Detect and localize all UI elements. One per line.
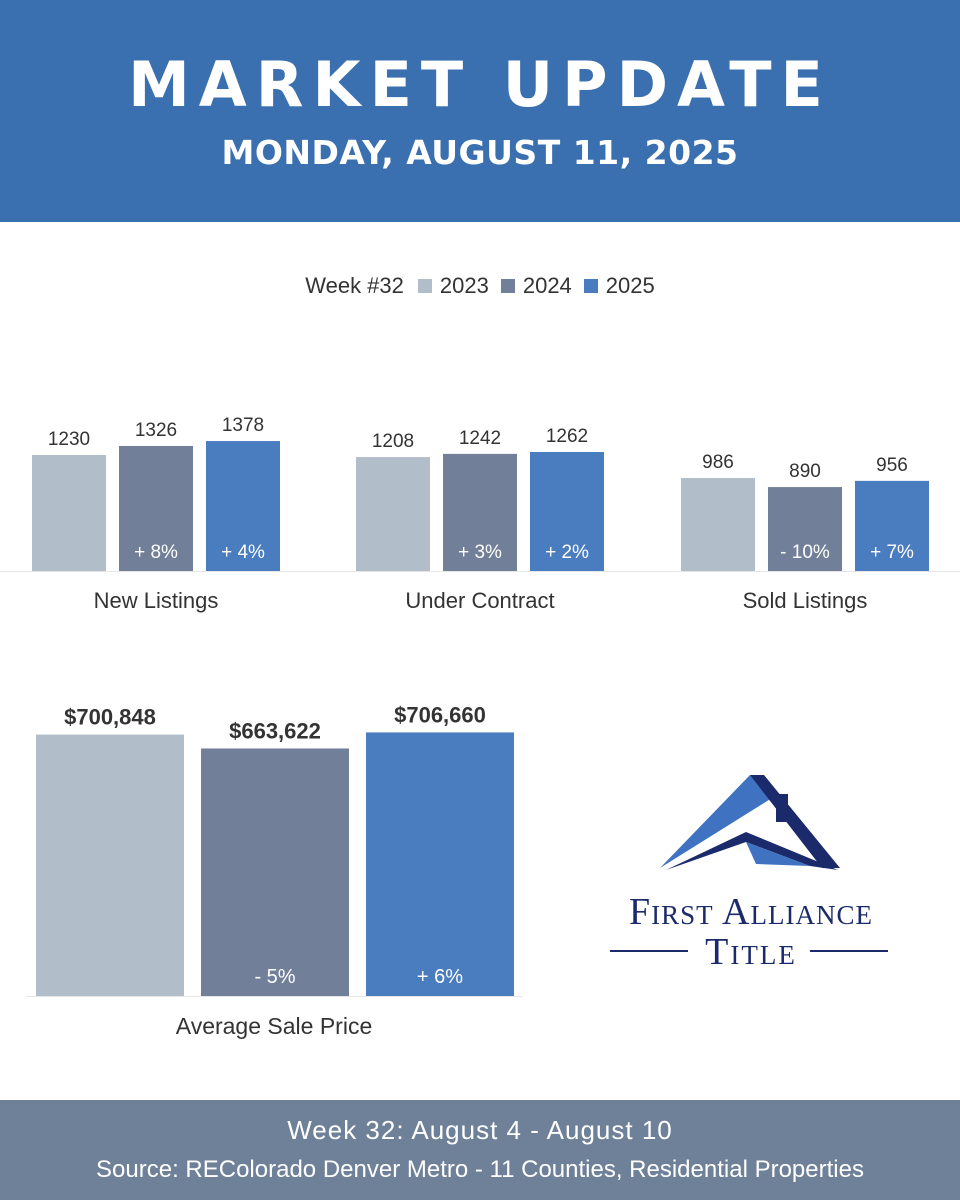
legend-label-2023: 2023: [439, 273, 489, 298]
change-label-average-sale-price-2024: - 5%: [254, 966, 295, 988]
legend-label-2025: 2025: [605, 273, 655, 298]
value-label-sold-listings-2025: 956: [876, 455, 908, 476]
logo-text-line1: First Alliance: [629, 891, 873, 933]
legend-item-2024: 2024: [500, 273, 572, 299]
bar-under-contract-2024: [443, 453, 517, 571]
chart-legend: Week #32 2023 2024 2025: [0, 270, 960, 302]
bar-average-sale-price-2024: [201, 748, 349, 996]
change-label-average-sale-price-2025: + 6%: [417, 966, 463, 988]
category-label-under-contract: Under Contract: [405, 588, 554, 613]
logo-text-line2: Title: [705, 931, 797, 973]
value-label-under-contract-2025: 1262: [546, 426, 588, 447]
change-label-sold-listings-2025: + 7%: [870, 542, 914, 563]
footer-week-range: Week 32: August 4 - August 10: [287, 1115, 673, 1145]
bar-under-contract-2025: [530, 451, 604, 571]
bar-new-listings-2024: [119, 445, 193, 571]
legend-item-2025: 2025: [583, 273, 655, 299]
logo-rule-left: [610, 950, 688, 952]
bar-sold-listings-2024: [768, 487, 842, 571]
footer-source: Source: REColorado Denver Metro - 11 Cou…: [96, 1156, 864, 1183]
value-label-average-sale-price-2023: $700,848: [64, 705, 156, 730]
value-label-new-listings-2023: 1230: [48, 429, 90, 450]
change-label-under-contract-2025: + 2%: [545, 542, 589, 563]
bar-new-listings-2025: [206, 441, 280, 571]
legend-item-2023: 2023: [417, 273, 489, 299]
value-label-under-contract-2024: 1242: [459, 428, 501, 449]
legend-swatch-2024: [500, 279, 515, 293]
change-label-new-listings-2024: + 8%: [134, 542, 178, 563]
bar-under-contract-2023: [356, 457, 430, 571]
bar-sold-listings-2025: [855, 480, 929, 571]
bar-average-sale-price-2025: [366, 732, 514, 996]
legend-swatch-2025: [583, 279, 598, 293]
value-label-new-listings-2025: 1378: [222, 415, 264, 436]
value-label-under-contract-2023: 1208: [372, 431, 414, 452]
bar-new-listings-2023: [32, 455, 106, 571]
value-label-sold-listings-2023: 986: [702, 452, 734, 473]
change-label-sold-listings-2024: - 10%: [780, 542, 830, 563]
change-label-under-contract-2024: + 3%: [458, 542, 502, 563]
bar-average-sale-price-2023: [36, 734, 184, 996]
legend-swatch-2023: [417, 279, 432, 293]
logo-rule-right: [810, 950, 888, 952]
page-title: MARKET UPDATE: [128, 48, 832, 121]
header-banner: MARKET UPDATE MONDAY, AUGUST 11, 2025: [0, 0, 960, 222]
page-date: MONDAY, AUGUST 11, 2025: [221, 133, 739, 172]
value-label-average-sale-price-2025: $706,660: [394, 702, 486, 727]
category-label-new-listings: New Listings: [94, 588, 219, 613]
legend-label-2024: 2024: [522, 273, 572, 298]
house-roof-logo-icon: [660, 775, 840, 870]
bar-sold-listings-2023: [681, 478, 755, 571]
listings-chart: 1230 1326 + 8% 1378 + 4% New Listings 1208 1242…: [0, 415, 960, 613]
footer-banner: Week 32: August 4 - August 10 Source: RE…: [0, 1100, 960, 1200]
change-label-new-listings-2025: + 4%: [221, 542, 265, 563]
value-label-average-sale-price-2024: $663,622: [229, 718, 321, 743]
legend-prefix: Week #32: [305, 273, 404, 298]
company-logo: First Alliance Title: [596, 770, 906, 973]
value-label-new-listings-2024: 1326: [135, 420, 177, 441]
category-label-average-sale-price: Average Sale Price: [176, 1013, 372, 1039]
category-label-sold-listings: Sold Listings: [743, 588, 868, 613]
value-label-sold-listings-2024: 890: [789, 461, 821, 482]
average-sale-price-chart: $700,848 $663,622 - 5% $706,660 + 6% Average …: [26, 702, 522, 1039]
